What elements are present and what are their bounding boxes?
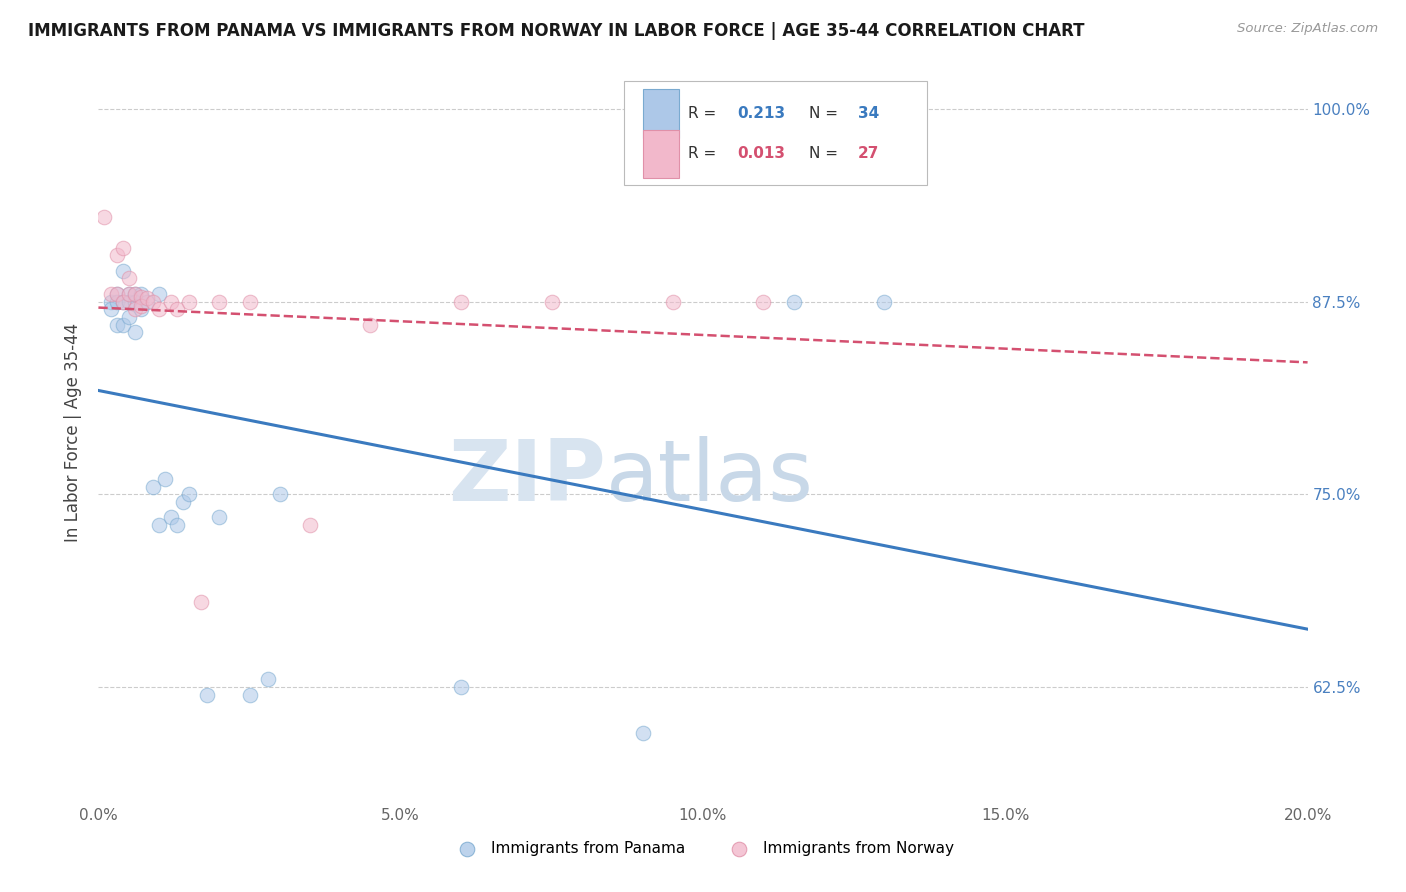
Point — [661, 294, 683, 309]
Point — [135, 292, 157, 306]
Point — [118, 286, 141, 301]
Point — [540, 294, 562, 309]
Point — [111, 263, 134, 277]
Point — [239, 294, 262, 309]
Point — [179, 294, 201, 309]
Point — [208, 510, 231, 524]
Point — [166, 302, 188, 317]
Point — [105, 248, 128, 262]
Point — [129, 302, 152, 317]
Point — [93, 210, 115, 224]
Bar — [643, 89, 679, 137]
Point — [100, 286, 122, 301]
Point — [105, 318, 128, 332]
Text: 27: 27 — [858, 146, 879, 161]
Point — [450, 294, 472, 309]
Point — [299, 518, 322, 533]
Point — [111, 240, 134, 254]
Point — [124, 294, 146, 309]
Point — [100, 294, 122, 309]
Text: atlas: atlas — [606, 435, 814, 518]
Point — [631, 726, 654, 740]
FancyBboxPatch shape — [624, 81, 927, 185]
Point — [118, 286, 141, 301]
Text: N =: N = — [810, 146, 844, 161]
Point — [118, 294, 141, 309]
Y-axis label: In Labor Force | Age 35-44: In Labor Force | Age 35-44 — [65, 323, 83, 542]
Text: N =: N = — [810, 106, 844, 121]
Point — [124, 326, 146, 340]
Point — [129, 299, 152, 313]
Point — [118, 271, 141, 285]
Point — [172, 495, 194, 509]
Point — [160, 510, 183, 524]
Point — [124, 286, 146, 301]
Point — [135, 294, 157, 309]
Point — [105, 294, 128, 309]
Point — [190, 595, 212, 609]
Text: 0.213: 0.213 — [737, 106, 785, 121]
Text: R =: R = — [689, 106, 721, 121]
Point — [100, 302, 122, 317]
Point — [208, 294, 231, 309]
Point — [148, 302, 170, 317]
Point — [124, 302, 146, 317]
Point — [195, 688, 218, 702]
Point — [179, 487, 201, 501]
Point — [256, 673, 278, 687]
Point — [142, 294, 165, 309]
Point — [166, 518, 188, 533]
Text: ZIP: ZIP — [449, 435, 606, 518]
Point — [783, 294, 806, 309]
Point — [160, 294, 183, 309]
Point — [129, 290, 152, 304]
Point — [111, 318, 134, 332]
Bar — [643, 130, 679, 178]
Point — [111, 294, 134, 309]
Point — [153, 472, 176, 486]
Point — [105, 286, 128, 301]
Point — [450, 680, 472, 694]
Text: 34: 34 — [858, 106, 879, 121]
Text: R =: R = — [689, 146, 721, 161]
Point — [148, 286, 170, 301]
Point — [752, 294, 775, 309]
Point — [239, 688, 262, 702]
Point — [129, 286, 152, 301]
Point — [148, 518, 170, 533]
Point — [105, 286, 128, 301]
Point — [124, 286, 146, 301]
Legend: Immigrants from Panama, Immigrants from Norway: Immigrants from Panama, Immigrants from … — [446, 835, 960, 862]
Text: Source: ZipAtlas.com: Source: ZipAtlas.com — [1237, 22, 1378, 36]
Text: IMMIGRANTS FROM PANAMA VS IMMIGRANTS FROM NORWAY IN LABOR FORCE | AGE 35-44 CORR: IMMIGRANTS FROM PANAMA VS IMMIGRANTS FRO… — [28, 22, 1084, 40]
Text: 0.013: 0.013 — [737, 146, 785, 161]
Point — [873, 294, 896, 309]
Point — [142, 480, 165, 494]
Point — [118, 310, 141, 324]
Point — [111, 294, 134, 309]
Point — [269, 487, 291, 501]
Point — [360, 318, 382, 332]
